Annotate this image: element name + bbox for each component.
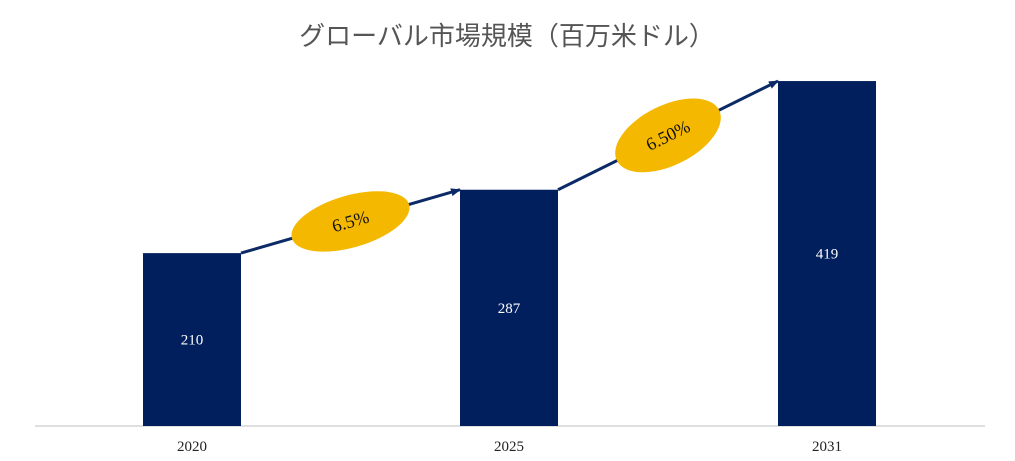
growth-rate-ellipse-2020-2025 (291, 191, 410, 252)
bar-labels-group: 210 287 419 (181, 247, 839, 349)
bar-2031 (778, 81, 876, 426)
x-tick-label-2025: 2025 (494, 439, 524, 455)
growth-rate-ellipse-2025-2031 (615, 98, 721, 173)
bar-value-label-2031: 419 (816, 247, 839, 263)
x-tick-label-2020: 2020 (177, 439, 207, 455)
bar-2025 (460, 189, 558, 426)
bar-value-label-2025: 287 (498, 301, 521, 317)
x-tick-labels-group: 2020 2025 2031 (177, 439, 842, 455)
x-tick-label-2031: 2031 (812, 439, 842, 455)
chart-title: グローバル市場規模（百万米ドル） (299, 22, 715, 52)
bar-value-label-2020: 210 (181, 333, 204, 349)
bars-group (143, 81, 876, 426)
growth-annotations-group: 6.5%6.50% (291, 98, 721, 252)
bar-2020 (143, 253, 241, 426)
